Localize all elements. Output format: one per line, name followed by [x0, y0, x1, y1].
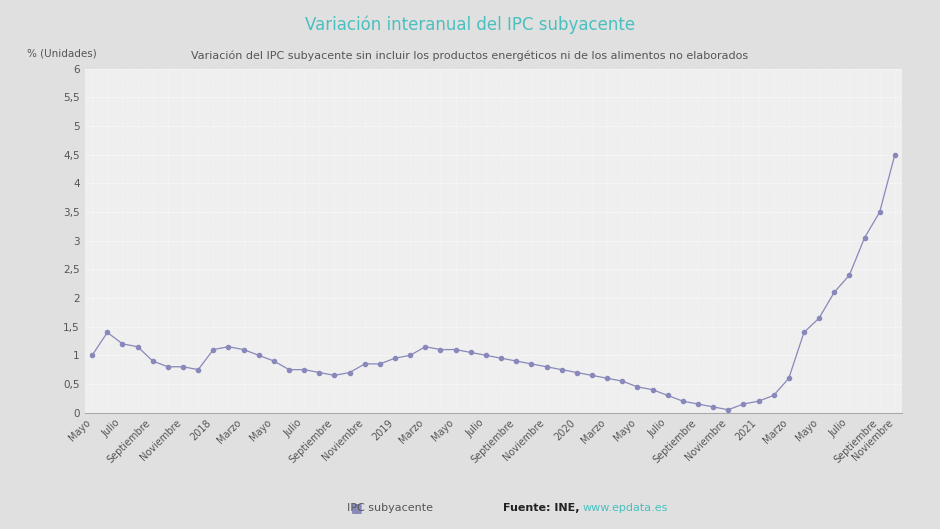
Text: ■: ■: [352, 501, 363, 514]
Text: www.epdata.es: www.epdata.es: [583, 503, 668, 513]
Text: IPC subyacente: IPC subyacente: [347, 503, 433, 513]
Text: Variación del IPC subyacente sin incluir los productos energéticos ni de los ali: Variación del IPC subyacente sin incluir…: [192, 50, 748, 61]
Text: Fuente: INE,: Fuente: INE,: [503, 503, 584, 513]
Text: % (Unidades): % (Unidades): [27, 48, 97, 58]
Text: Variación interanual del IPC subyacente: Variación interanual del IPC subyacente: [305, 16, 635, 34]
